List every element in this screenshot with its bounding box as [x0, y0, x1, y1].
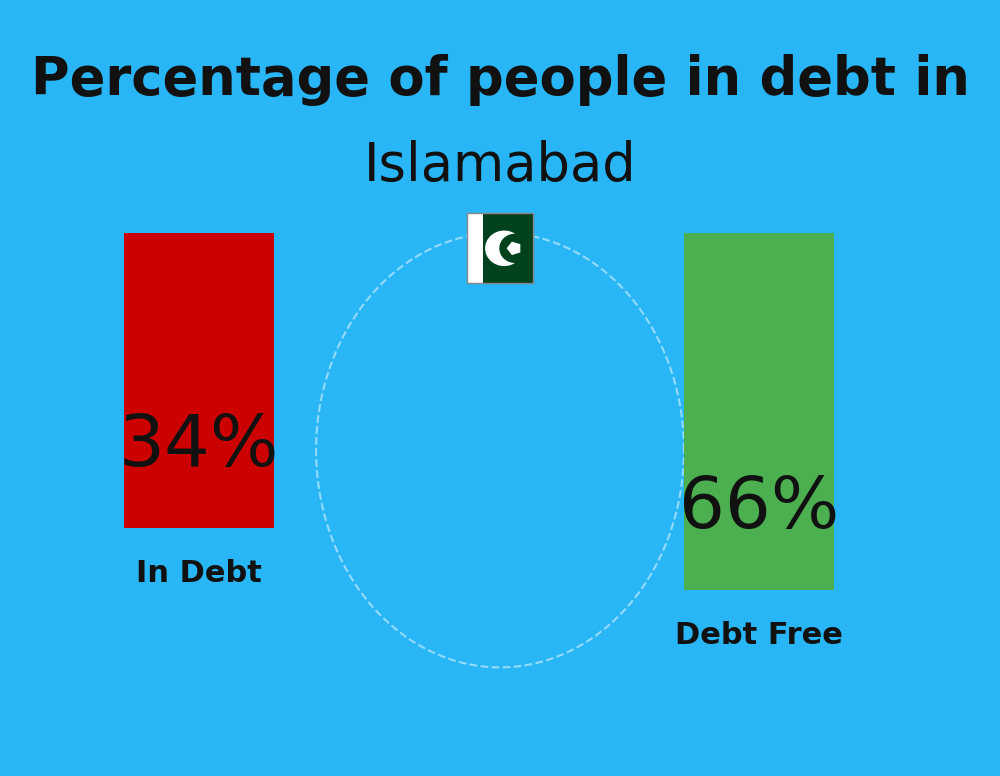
Text: 66%: 66%: [679, 474, 839, 543]
Text: 34%: 34%: [119, 412, 279, 481]
FancyBboxPatch shape: [124, 233, 274, 528]
Circle shape: [486, 231, 523, 265]
Circle shape: [500, 234, 530, 262]
Text: Percentage of people in debt in: Percentage of people in debt in: [31, 54, 969, 106]
Text: Debt Free: Debt Free: [675, 621, 843, 650]
FancyBboxPatch shape: [467, 213, 483, 283]
Text: In Debt: In Debt: [136, 559, 262, 587]
Text: Islamabad: Islamabad: [364, 140, 636, 192]
FancyBboxPatch shape: [483, 213, 533, 283]
FancyBboxPatch shape: [684, 233, 834, 590]
